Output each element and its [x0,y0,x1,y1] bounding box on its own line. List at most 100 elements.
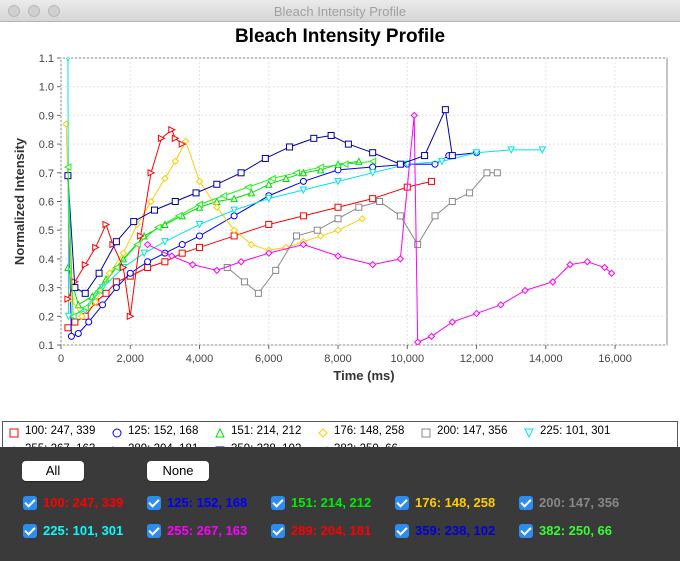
data-point [427,332,436,341]
legend-marker [421,428,431,438]
checkmark-icon[interactable] [23,496,37,510]
zoom-window-button[interactable] [48,5,60,17]
checkmark-icon[interactable] [147,496,161,510]
x-tick-label: 4,000 [186,353,214,365]
data-point [243,183,252,191]
data-point [431,160,439,168]
data-point [178,241,186,249]
data-point [600,263,609,272]
data-point [292,232,300,240]
checkmark-icon[interactable] [271,524,285,538]
data-point [396,255,405,263]
y-tick-label: 1.0 [39,82,54,94]
y-tick-label: 0.8 [39,139,54,151]
data-point [95,269,103,277]
checkmark-icon[interactable] [147,524,161,538]
data-point [81,260,90,269]
data-point [334,177,342,186]
data-point [497,301,505,309]
data-point [334,252,342,260]
data-point [119,263,128,272]
y-tick-label: 0.6 [39,197,54,209]
data-point [396,212,404,220]
data-point [472,309,481,318]
data-point [178,249,186,257]
select-none-button[interactable]: None [147,461,209,481]
x-tick-label: 8,000 [324,353,352,365]
data-point [521,286,529,295]
data-point [92,243,100,252]
series-checkbox-label: 151: 214, 212 [291,495,372,510]
data-point [161,174,169,183]
checkmark-icon[interactable] [23,524,37,538]
y-tick-label: 0.9 [39,110,54,122]
data-point [368,260,377,269]
checkmark-icon[interactable] [271,496,285,510]
data-point [369,163,377,171]
legend-marker-shape [9,428,19,438]
data-point [213,180,221,188]
data-point [428,177,436,185]
data-point [327,131,335,139]
data-point [147,168,156,177]
data-point [230,206,238,215]
data-point [299,177,307,185]
y-tick-label: 0.1 [39,340,54,352]
data-point [441,106,449,114]
y-tick-label: 0.5 [39,225,54,237]
checkmark-icon[interactable] [395,524,409,538]
x-tick-label: 16,000 [598,353,632,365]
data-point [261,154,269,162]
data-point [264,180,273,188]
data-point [237,169,245,177]
data-point [344,140,352,148]
series-line [147,115,612,343]
data-point [413,338,422,345]
series-9 [63,157,377,321]
data-point [299,186,308,195]
data-point [71,284,79,292]
data-point [299,212,307,220]
data-point [431,212,439,220]
legend-marker [524,428,534,439]
data-point [268,174,276,183]
checkmark-icon[interactable] [519,524,533,538]
minimize-window-button[interactable] [28,5,40,17]
data-point [219,191,228,200]
data-point [91,298,100,306]
data-point [316,163,325,171]
series-8 [64,106,456,297]
data-point [81,303,89,312]
data-point [438,157,446,166]
data-point [65,58,70,63]
data-point [171,134,180,143]
checkmark-icon[interactable] [519,496,533,510]
data-point [254,289,262,297]
data-point [171,157,179,166]
data-point [299,168,308,177]
y-tick-label: 0.2 [39,311,54,323]
data-point [171,198,179,205]
series-checkbox-label: 176: 148, 258 [415,495,496,510]
data-point [195,203,204,211]
data-point [334,166,342,174]
data-point [137,232,145,240]
data-point [81,289,89,297]
select-all-button[interactable]: All [22,461,84,481]
data-point [196,232,204,240]
data-point [369,149,377,157]
data-point [67,332,75,340]
series-checkbox-label: 125: 152, 168 [167,495,248,510]
x-tick-label: 6,000 [255,353,283,365]
series-control-panel: All None 100: 247, 339 125: 152, 168 151: … [0,447,680,561]
data-point [188,260,197,269]
data-point [74,330,82,338]
series-checkbox-label: 289: 204, 181 [291,523,372,538]
data-point [396,160,404,168]
close-window-button[interactable] [8,5,20,17]
y-tick-label: 1.1 [39,53,54,65]
data-point [102,289,110,297]
legend-marker [318,428,328,438]
data-point [64,295,73,303]
checkmark-icon[interactable] [395,496,409,510]
